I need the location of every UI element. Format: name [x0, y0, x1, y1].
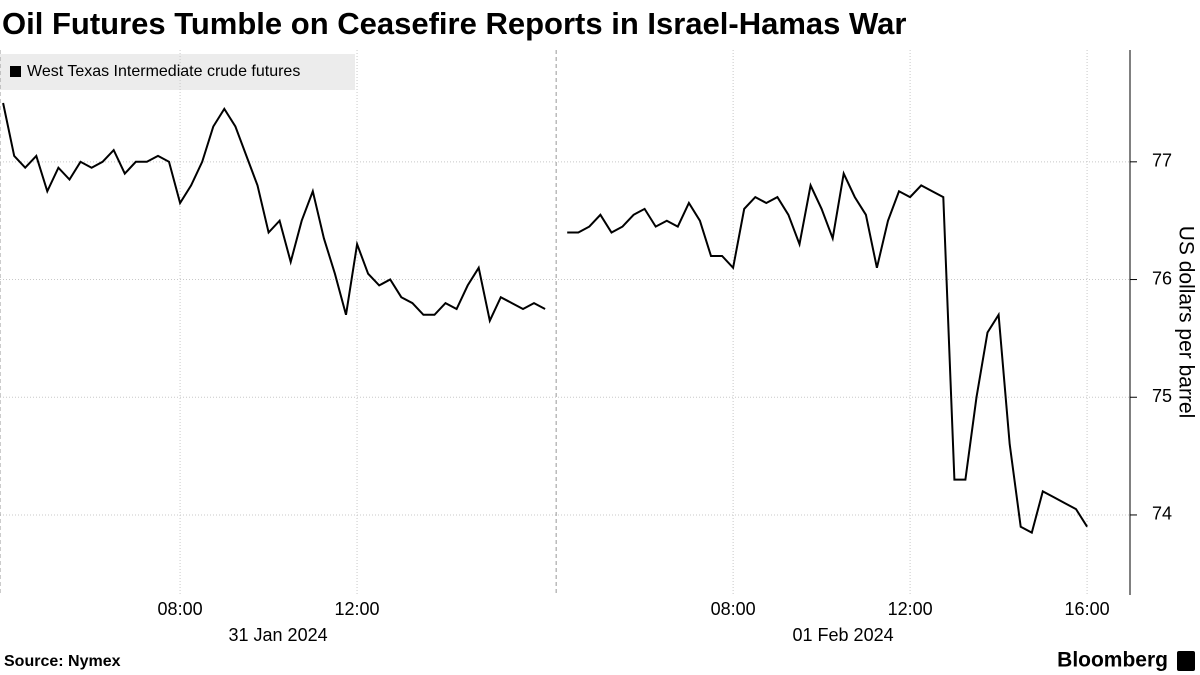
legend-box — [0, 54, 355, 90]
x-tick-label: 12:00 — [888, 599, 933, 619]
y-tick-label: 77 — [1152, 151, 1172, 171]
x-tick-label: 16:00 — [1065, 599, 1110, 619]
legend-swatch — [10, 66, 21, 77]
x-tick-label: 08:00 — [711, 599, 756, 619]
y-tick-label: 76 — [1152, 268, 1172, 288]
y-tick-label: 74 — [1152, 504, 1172, 524]
x-tick-label: 12:00 — [335, 599, 380, 619]
legend-label: West Texas Intermediate crude futures — [27, 63, 300, 80]
y-axis-label: US dollars per barrel — [1174, 226, 1197, 419]
y-tick-label: 75 — [1152, 386, 1172, 406]
brand: Bloomberg — [1057, 649, 1168, 672]
price-line — [2, 102, 1088, 535]
chart-title: Oil Futures Tumble on Ceasefire Reports … — [2, 6, 906, 41]
brand-icon — [1177, 651, 1195, 671]
x-tick-label: 08:00 — [158, 599, 203, 619]
date-label: 01 Feb 2024 — [793, 625, 894, 645]
date-label: 31 Jan 2024 — [229, 625, 328, 645]
source: Source: Nymex — [4, 653, 121, 670]
